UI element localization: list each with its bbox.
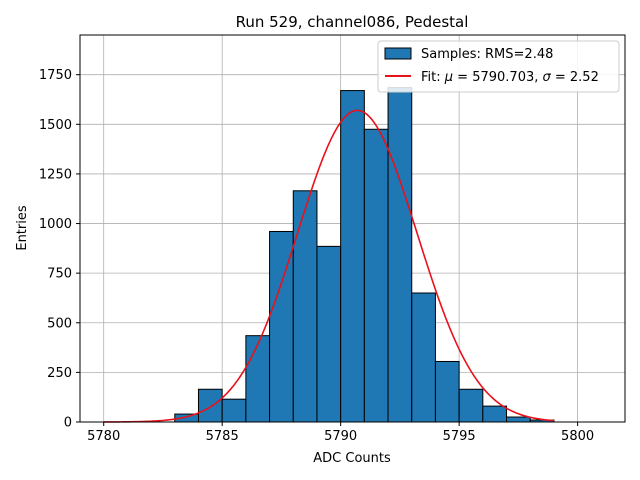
y-tick-label-7: 1750 [39, 68, 72, 83]
y-axis-ticks: 0 250 500 750 1000 1250 1500 1750 [39, 68, 80, 431]
legend-fit-prefix: Fit: [421, 70, 445, 85]
y-tick-label-6: 1500 [39, 118, 72, 133]
histogram-bar-8 [363, 128, 389, 423]
legend-samples-swatch [384, 47, 412, 60]
x-tick-label-3: 5795 [443, 429, 476, 444]
x-tick-label-4: 5800 [561, 429, 594, 444]
histogram-bar-9 [387, 87, 413, 423]
x-axis-label: ADC Counts [313, 451, 391, 466]
x-axis-ticks: 5780 5785 5790 5795 5800 [87, 422, 594, 444]
chart-title: Run 529, channel086, Pedestal [236, 13, 469, 31]
y-axis-label: Entries [15, 205, 30, 251]
x-tick-label-2: 5790 [324, 429, 357, 444]
plot-frame [79, 34, 626, 423]
legend-fit-mu-value: = 5790.703, [453, 70, 542, 85]
fit-curve [103, 109, 554, 423]
histogram-bar-10 [411, 292, 436, 423]
legend-fit-mu-symbol: μ [444, 70, 453, 85]
histogram-bar-6 [316, 245, 342, 423]
legend: Samples: RMS=2.48 Fit: μ = 5790.703, σ =… [377, 40, 620, 93]
y-tick-label-5: 1250 [39, 167, 72, 182]
legend-fit-label: Fit: μ = 5790.703, σ = 2.52 [421, 70, 599, 85]
legend-box [377, 40, 620, 93]
histogram-bar-14 [506, 416, 531, 423]
legend-fit-sigma-value: = 2.52 [551, 70, 599, 85]
histogram-bar-12 [458, 388, 484, 423]
legend-samples-label: Samples: RMS=2.48 [421, 47, 553, 62]
histogram-bar-3 [245, 335, 271, 423]
y-tick-label-4: 1000 [39, 217, 72, 232]
legend-fit-sigma-symbol: σ [543, 70, 552, 85]
histogram-bar-13 [482, 405, 508, 423]
histogram-bar-5 [292, 190, 318, 423]
histogram-bar-2 [221, 398, 247, 423]
x-tick-label-1: 5785 [206, 429, 239, 444]
y-tick-label-0: 0 [64, 416, 72, 431]
y-tick-label-3: 750 [47, 267, 72, 282]
histogram-bar-1 [197, 388, 223, 423]
x-tick-label-0: 5780 [87, 429, 120, 444]
histogram-bar-11 [434, 360, 460, 423]
histogram-bar-7 [340, 90, 365, 423]
histogram-bars [174, 87, 555, 423]
y-tick-label-1: 250 [47, 366, 72, 381]
y-tick-label-2: 500 [47, 316, 72, 331]
